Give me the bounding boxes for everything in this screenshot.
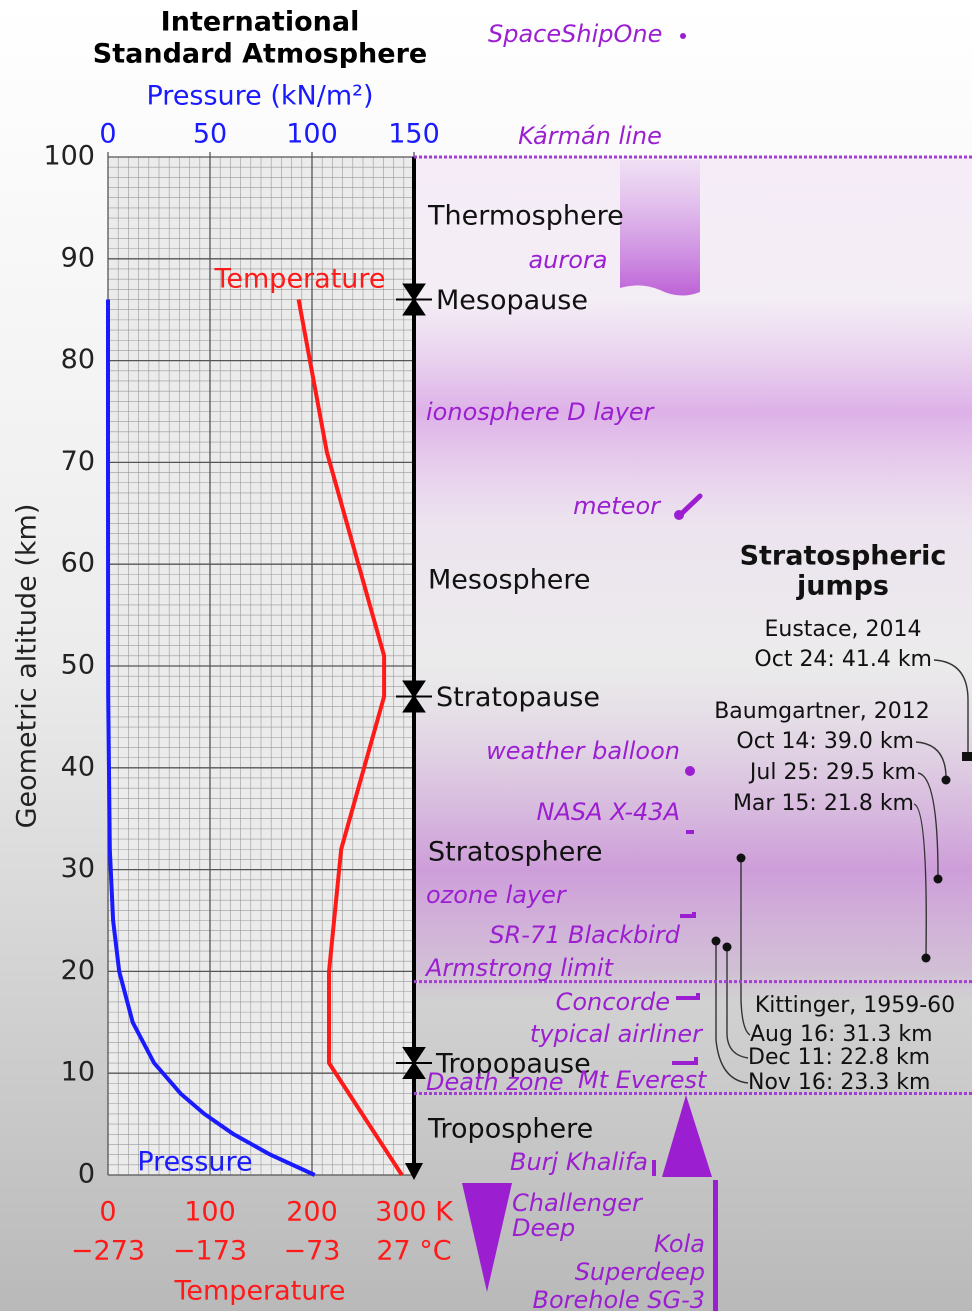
annotation: ionosphere D layer [426,398,656,426]
boundary-label: Mesopause [436,285,588,316]
jump-label: Oct 14: 39.0 km [736,729,914,754]
jump-label: Aug 16: 31.3 km [750,1022,933,1047]
balloon-mark [685,766,695,776]
x2-tick-label: 150 [388,119,440,150]
x-tick-label: 100 [184,1197,236,1228]
jumps-title: Stratospheric [740,541,947,572]
x-tick-label: 300 K [375,1197,454,1228]
x-tick-label-celsius: −73 [284,1236,341,1267]
x-tick-label-celsius: 27 °C [376,1236,451,1267]
jumper-name: Kittinger, 1959-60 [755,993,955,1018]
y-tick-label: 10 [61,1057,95,1088]
y-tick-label: 30 [61,853,95,884]
layer-label: Troposphere [427,1114,593,1145]
y-tick-label: 0 [78,1159,95,1190]
x-axis-label: Temperature [173,1276,345,1307]
layer-label: Thermosphere [427,201,624,232]
annotation: Concorde [556,988,670,1016]
chart: InternationalStandard Atmosphere Pressure… [0,0,972,1311]
annotation: Mt Everest [578,1066,708,1094]
annotation: weather balloon [486,737,680,765]
spaceshipone-dot [680,33,686,39]
burj-mark [652,1160,656,1176]
y-tick-label: 90 [61,242,95,273]
boundary-label: Stratopause [436,682,600,713]
x2-tick-label: 100 [286,119,338,150]
jump-label: Jul 25: 29.5 km [748,760,916,785]
reference-label: Kármán line [518,122,662,150]
annotation: Challenger [512,1189,644,1217]
chart-title: International [161,7,360,38]
reference-label: Death zone [426,1068,563,1096]
x-tick-label-celsius: −173 [173,1236,247,1267]
annotation: SR-71 Blackbird [489,921,680,949]
x43a-mark [686,830,694,834]
kola-borehole [713,1180,718,1311]
meteor-head [674,510,684,520]
x2-tick-label: 0 [99,119,116,150]
annotation: Superdeep [575,1258,705,1286]
jumper-name: Baumgartner, 2012 [714,699,930,724]
annotation: NASA X-43A [536,798,680,826]
x2-tick-label: 50 [193,119,227,150]
chart-title: Standard Atmosphere [93,39,427,70]
annotation: Kola [654,1230,705,1258]
annotation: meteor [573,492,662,520]
annotation: typical airliner [530,1020,704,1048]
y-tick-label: 20 [61,955,95,986]
y-axis-label: Geometric altitude (km) [12,504,43,829]
layer-label: Mesosphere [428,565,591,596]
x-tick-label: 0 [99,1197,116,1228]
series-label: Pressure [137,1147,252,1178]
aurora-curtain [620,160,700,296]
x2-axis-label: Pressure (kN/m²) [147,81,374,112]
jumper-name: Eustace, 2014 [764,617,921,642]
jump-label: Oct 24: 41.4 km [754,647,932,672]
jump-label: Dec 11: 22.8 km [748,1045,930,1070]
layer-label: Stratosphere [428,837,603,868]
x-tick-label-celsius: −273 [71,1236,145,1267]
jump-dot [962,752,972,761]
annotation: Burj Khalifa [510,1148,648,1176]
jumps-title: jumps [796,571,889,602]
series-label: Temperature [213,264,385,295]
annotation: aurora [528,246,607,274]
annotation: Borehole SG-3 [533,1286,706,1311]
y-tick-label: 60 [61,548,95,579]
y-tick-label: 80 [61,344,95,375]
x-tick-label: 200 [286,1197,338,1228]
y-tick-label: 70 [61,446,95,477]
annotation: Deep [512,1214,575,1242]
y-tick-label: 100 [43,141,95,172]
reference-label: Armstrong limit [424,954,615,982]
jump-label: Nov 16: 23.3 km [748,1070,930,1095]
page: {"chart_data": { "type": "line", "title"… [0,0,972,1311]
y-tick-label: 40 [61,751,95,782]
annotation: ozone layer [426,881,568,909]
jump-label: Mar 15: 21.8 km [733,791,914,816]
annotation: SpaceShipOne [488,20,662,48]
y-tick-label: 50 [61,650,95,681]
